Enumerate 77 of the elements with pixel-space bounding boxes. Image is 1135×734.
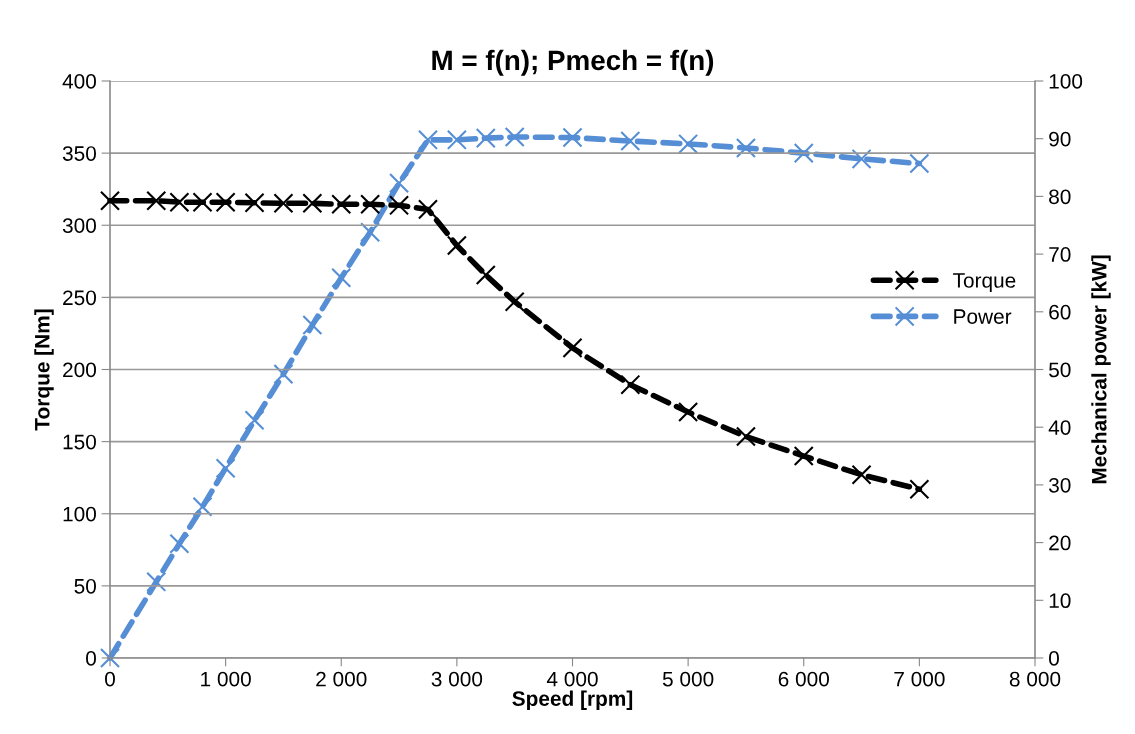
point (851, 148, 872, 169)
point (735, 426, 757, 447)
point (388, 173, 410, 194)
point (273, 193, 294, 214)
point (302, 315, 323, 336)
x-tick-label: 8 000 (1009, 671, 1061, 687)
y2-tick-label: 60 (1049, 304, 1071, 320)
x-tick-label: 5 000 (662, 671, 714, 687)
point (146, 571, 167, 592)
point (244, 410, 265, 431)
point (302, 193, 323, 214)
y-tick-label: 300 (62, 218, 96, 233)
point (475, 264, 496, 286)
y2-tick-label: 10 (1049, 593, 1071, 609)
y-tick-label: 400 (62, 74, 96, 89)
x-tick-label: 7 000 (894, 671, 945, 687)
legend-label: Power (954, 309, 1012, 324)
point (504, 126, 525, 148)
y2-tick-label: 40 (1048, 420, 1071, 435)
y-axis-title: Torque [Nm] (34, 309, 54, 431)
point (215, 192, 236, 213)
point (417, 199, 439, 220)
point (417, 129, 439, 150)
y-tick-label: 0 (86, 651, 96, 666)
point (192, 496, 213, 517)
y-tick-label: 200 (63, 362, 96, 378)
chart-title: M = f(n); Pmech = f(n) (432, 49, 714, 76)
point (851, 464, 872, 485)
point (446, 129, 467, 150)
y2-tick-label: 50 (1049, 362, 1071, 378)
y-tick-label: 100 (63, 506, 96, 522)
x-tick-label: 0 (105, 671, 115, 687)
point (562, 127, 583, 148)
x-tick-label: 1 000 (201, 671, 251, 687)
point (735, 137, 757, 158)
point (793, 445, 814, 467)
y2-axis-title: Mechanical power [kW] (1091, 255, 1111, 484)
point (331, 267, 352, 288)
y2-tick-label: 90 (1049, 131, 1071, 147)
y-tick-label: 50 (74, 578, 96, 594)
point (192, 192, 213, 213)
point (620, 374, 641, 395)
point (99, 647, 121, 669)
y2-tick-label: 80 (1049, 189, 1071, 205)
point (146, 190, 167, 211)
y2-tick-label: 70 (1049, 247, 1071, 262)
point (388, 195, 410, 216)
y-tick-label: 350 (62, 146, 96, 161)
point (793, 143, 814, 164)
x-tick-label: 3 000 (431, 671, 483, 687)
point (360, 222, 381, 243)
y2-tick-label: 20 (1049, 535, 1071, 551)
point (678, 133, 699, 154)
point (909, 479, 930, 500)
point (909, 153, 930, 174)
x-axis-title: Speed [rpm] (512, 690, 633, 711)
y-tick-label: 150 (63, 434, 96, 450)
point (99, 190, 121, 211)
point (169, 192, 190, 213)
point (360, 194, 381, 215)
point (273, 364, 294, 385)
y2-tick-label: 100 (1049, 74, 1083, 89)
y-tick-label: 250 (63, 290, 96, 306)
x-tick-label: 6 000 (778, 671, 829, 687)
point (678, 401, 699, 423)
legend-label: Torque (953, 273, 1016, 292)
point (169, 533, 190, 554)
y2-tick-label: 0 (1049, 651, 1059, 666)
y2-tick-label: 30 (1048, 477, 1071, 493)
point (215, 458, 236, 479)
x-tick-label: 4 000 (546, 671, 598, 687)
point (620, 130, 641, 152)
point (562, 337, 583, 358)
point (475, 128, 496, 149)
point (244, 192, 265, 213)
x-tick-label: 2 000 (316, 671, 367, 687)
point (331, 194, 352, 215)
